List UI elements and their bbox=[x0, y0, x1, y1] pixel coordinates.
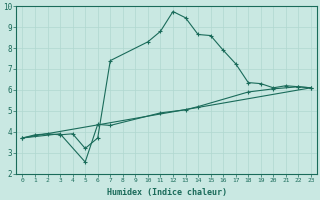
X-axis label: Humidex (Indice chaleur): Humidex (Indice chaleur) bbox=[107, 188, 227, 197]
